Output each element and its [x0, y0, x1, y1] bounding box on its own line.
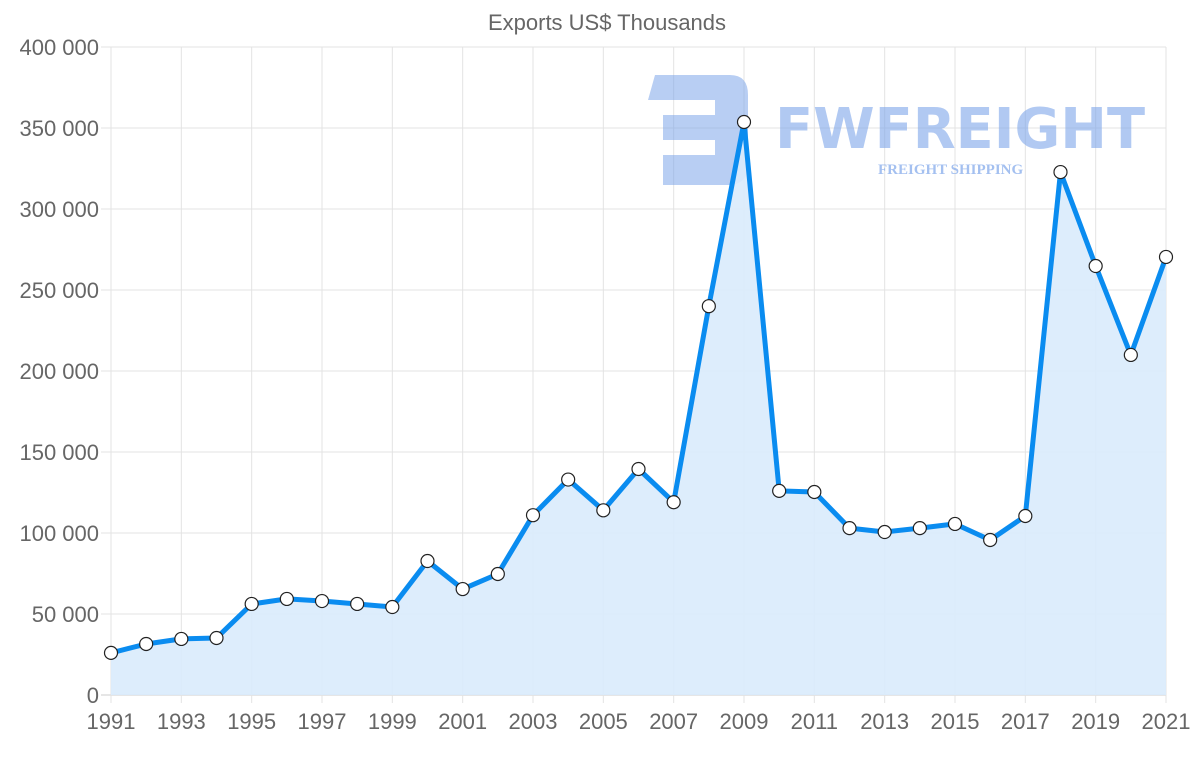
data-point-2019[interactable]	[1088, 258, 1103, 274]
data-point-1997[interactable]	[314, 593, 330, 609]
data-point-2005[interactable]	[596, 503, 611, 518]
x-tick-label: 2007	[649, 709, 698, 734]
data-point-2006[interactable]	[631, 461, 646, 477]
x-tick-label: 1995	[227, 709, 276, 734]
y-tick-label: 350 000	[19, 116, 99, 141]
data-point-2012[interactable]	[842, 521, 857, 536]
y-tick-label: 250 000	[19, 278, 99, 303]
chart-title: Exports US$ Thousands	[488, 10, 726, 35]
data-point-2018[interactable]	[1053, 164, 1068, 180]
data-point-2003[interactable]	[525, 508, 541, 523]
x-tick-label: 2013	[860, 709, 909, 734]
y-tick-label: 200 000	[19, 359, 99, 384]
data-point-2021[interactable]	[1158, 249, 1174, 265]
y-tick-label: 100 000	[19, 521, 99, 546]
data-point-1995[interactable]	[244, 596, 259, 612]
x-tick-label: 2005	[579, 709, 628, 734]
x-tick-label: 2015	[931, 709, 980, 734]
x-tick-label: 2009	[720, 709, 769, 734]
y-tick-label: 400 000	[19, 35, 99, 60]
watermark-tagline: FREIGHT SHIPPING	[878, 162, 1023, 178]
watermark-logo: FWFREIGHT FREIGHT SHIPPING	[648, 75, 1145, 185]
data-point-2016[interactable]	[983, 532, 998, 548]
data-points	[103, 114, 1174, 660]
x-axis: 1991 1993 1995 1997 1999 2001 2003 2005 2007 2009…	[87, 709, 1191, 734]
x-tick-label: 2019	[1071, 709, 1120, 734]
data-point-2004[interactable]	[561, 472, 576, 487]
data-point-2013[interactable]	[877, 524, 892, 540]
data-point-2009[interactable]	[736, 114, 752, 130]
x-tick-label: 2011	[791, 709, 838, 734]
y-tick-label: 0	[87, 683, 99, 708]
data-point-2007[interactable]	[666, 495, 681, 510]
x-tick-label: 2021	[1142, 709, 1191, 734]
data-point-1991[interactable]	[103, 645, 119, 660]
x-tick-label: 1997	[298, 709, 347, 734]
x-tick-label: 1991	[87, 709, 136, 734]
y-tick-label: 150 000	[19, 440, 99, 465]
watermark-brand: FWFREIGHT	[775, 97, 1145, 162]
x-tick-label: 2017	[1001, 709, 1050, 734]
data-point-2017[interactable]	[1018, 508, 1033, 524]
area-fill	[111, 122, 1166, 695]
x-tick-label: 2001	[438, 709, 487, 734]
data-point-2002[interactable]	[490, 566, 505, 582]
data-point-1994[interactable]	[209, 630, 224, 646]
data-point-1993[interactable]	[174, 631, 189, 647]
data-point-2010[interactable]	[772, 483, 787, 498]
data-point-1992[interactable]	[139, 636, 154, 652]
x-tick-label: 1999	[368, 709, 417, 734]
x-tick-label: 2003	[509, 709, 558, 734]
data-point-2020[interactable]	[1123, 347, 1138, 363]
data-point-2000[interactable]	[420, 553, 435, 569]
data-point-2001[interactable]	[455, 581, 470, 597]
data-point-2011[interactable]	[807, 484, 822, 500]
data-point-1999[interactable]	[385, 599, 400, 615]
data-point-1996[interactable]	[279, 591, 294, 607]
data-point-2015[interactable]	[947, 516, 963, 532]
y-tick-label: 300 000	[19, 197, 99, 222]
y-axis: 0 50 000 100 000 150 000 200 000 250 000 300 0…	[19, 35, 99, 708]
y-tick-label: 50 000	[32, 602, 99, 627]
data-point-2014[interactable]	[912, 521, 927, 536]
data-point-1998[interactable]	[350, 596, 365, 612]
data-point-2008[interactable]	[701, 299, 716, 314]
x-tick-label: 1993	[157, 709, 206, 734]
